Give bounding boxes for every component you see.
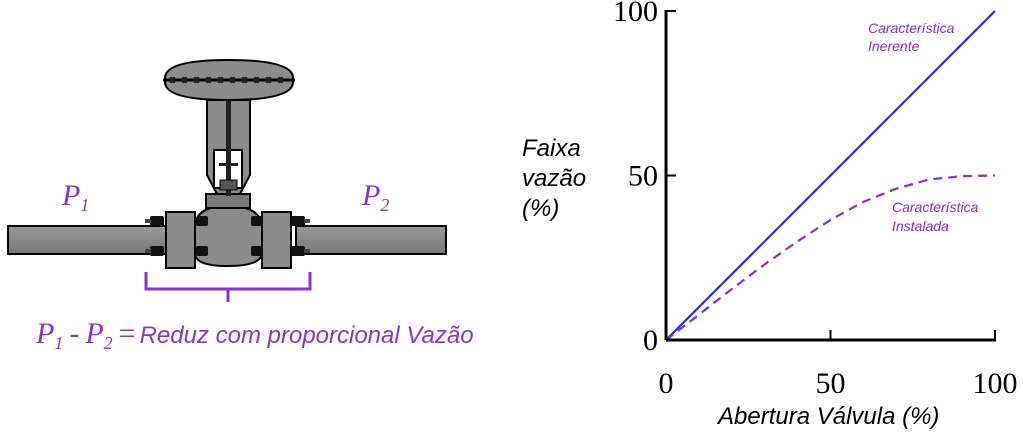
p2-label: P2 [361,179,389,215]
inherent-characteristic-line [665,10,996,341]
valve-body [194,204,263,268]
y-axis-label-line-3: (%) [522,195,559,222]
y-axis-label: Faixa vazão (%) [522,135,593,222]
p2-sub: 2 [380,195,389,215]
p2-letter: P [361,179,380,212]
x-tick-label: 50 [816,367,846,400]
installed-characteristic-label: Característica Instalada [892,199,982,234]
p1-label: P1 [61,179,89,215]
outlet-pipe [295,225,447,255]
flange-bolts [145,216,310,256]
inlet-pipe [7,225,167,255]
valve-bonnet [205,193,251,209]
axis-ticks: 0 50 100 0 50 100 [613,0,1018,400]
stem-indicator [219,163,238,166]
pressure-equation: P1- P2 = Reduz com proporcional Vazão [35,317,474,353]
inherent-characteristic-label: Característica Inerente [868,20,958,54]
pressure-drop-bracket [144,272,312,302]
p1-letter: P [61,179,80,212]
x-axis-label: Abertura Válvula (%) [716,403,939,430]
actuator-bolts [170,77,283,83]
y-axis-label-line-2: vazão [522,165,586,192]
p1-sub: 1 [80,195,89,215]
stem-connector [219,179,238,191]
left-flange [165,211,196,269]
valve-diagram: P1 P2 P1- P2 = Reduz com proporcional Vazão [7,58,474,353]
valve-stem [226,86,231,196]
installed-characteristic-line [665,174,996,341]
y-tick-label: 50 [628,160,658,193]
chart-series [665,10,996,341]
valve-characteristic-chart: 0 50 100 0 50 100 Faixa vazão (%) Abertura Vá… [522,0,1018,430]
y-axis-label-line-1: Faixa [522,135,581,162]
x-tick-label: 100 [973,367,1018,400]
y-tick-label: 100 [613,0,658,28]
y-tick-label: 0 [643,324,658,357]
x-tick-label: 0 [659,367,674,400]
right-flange [261,211,292,269]
